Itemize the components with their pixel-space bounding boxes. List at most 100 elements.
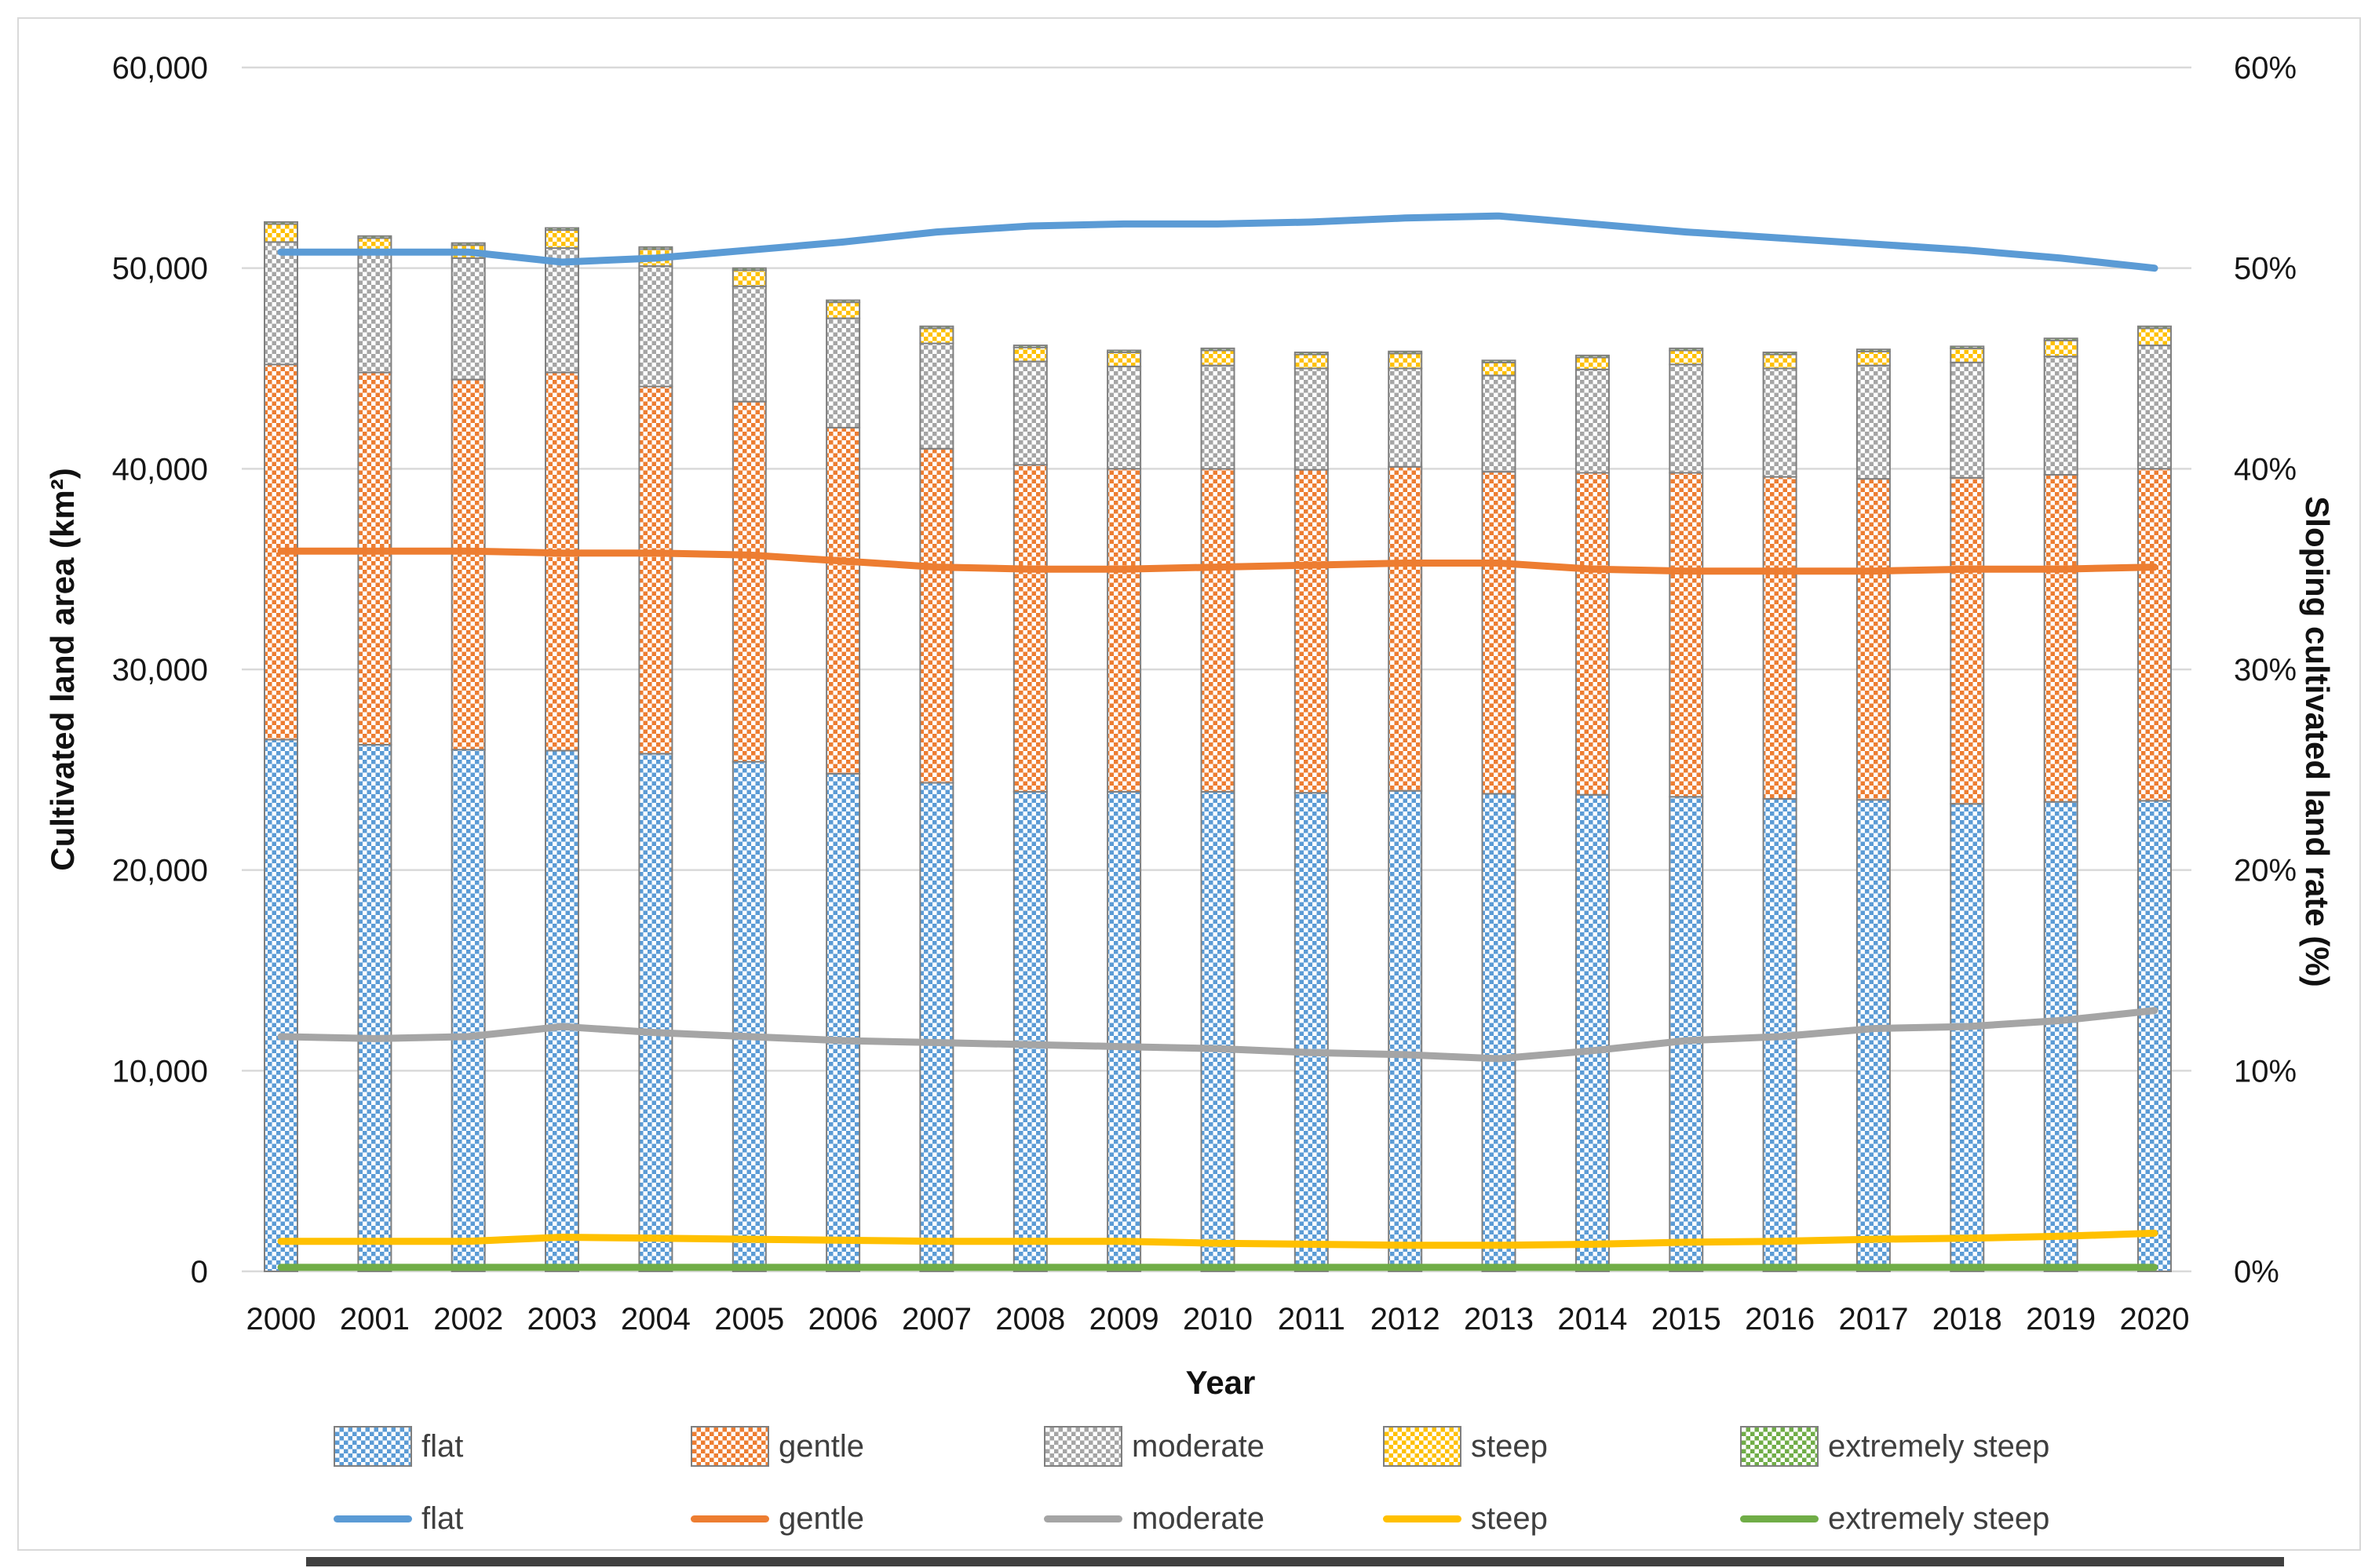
bar-moderate-2007 [919, 342, 954, 450]
legend-bar-item-gentle: gentle [691, 1425, 864, 1468]
x-axis-title: Year [1185, 1364, 1256, 1401]
x-axis-tick: 2002 [433, 1302, 503, 1336]
bar-steep-2012 [1388, 352, 1423, 370]
bar-steep-2009 [1107, 352, 1142, 367]
bar-gentle-2009 [1107, 468, 1142, 793]
bottom-border-strip [306, 1557, 2284, 1566]
x-axis-tick: 2014 [1557, 1302, 1627, 1336]
bar-gentle-2015 [1669, 472, 1704, 798]
bar-gentle-2013 [1481, 471, 1516, 795]
legend-line-swatch-moderate [1044, 1515, 1122, 1522]
x-axis-tick: 2000 [246, 1302, 316, 1336]
bar-steep-2010 [1200, 349, 1235, 366]
legend-label: extremely steep [1828, 1429, 2050, 1464]
bar-moderate-2014 [1574, 368, 1610, 474]
legend-pattern-swatch-steep [1383, 1426, 1461, 1467]
bar-extremely-steep-2019 [2043, 337, 2078, 341]
x-axis-tick: 2016 [1745, 1302, 1815, 1336]
bar-extremely-steep-2017 [1855, 348, 1891, 352]
bar-extremely-steep-2003 [545, 227, 579, 232]
bar-flat-2013 [1481, 793, 1516, 1272]
legend-line-item-extremely-steep: extremely steep [1740, 1497, 2049, 1540]
legend-pattern-swatch-moderate [1044, 1426, 1122, 1467]
bar-flat-2001 [357, 743, 392, 1272]
legend-line-item-gentle: gentle [691, 1497, 864, 1540]
bar-gentle-2001 [357, 371, 392, 746]
bar-gentle-2018 [1950, 476, 1985, 805]
bar-moderate-2015 [1669, 363, 1704, 474]
left-axis-tick: 20,000 [112, 854, 208, 888]
bar-gentle-2016 [1762, 476, 1797, 800]
bar-extremely-steep-2014 [1574, 354, 1610, 359]
bar-gentle-2014 [1574, 472, 1610, 796]
bar-gentle-2019 [2043, 474, 2078, 803]
legend-line-item-moderate: moderate [1044, 1497, 1264, 1540]
bar-moderate-2012 [1388, 367, 1423, 468]
bar-extremely-steep-2016 [1762, 352, 1797, 356]
bar-flat-2000 [264, 738, 298, 1272]
bar-steep-2011 [1293, 353, 1329, 370]
bar-flat-2006 [826, 772, 861, 1272]
legend-label: flat [421, 1429, 464, 1464]
bar-steep-2003 [545, 229, 579, 250]
x-axis-tick: 2008 [995, 1302, 1065, 1336]
x-axis-tick: 2010 [1183, 1302, 1253, 1336]
bar-flat-2003 [545, 749, 579, 1272]
bar-steep-2008 [1013, 346, 1048, 363]
bar-steep-2018 [1950, 347, 1985, 363]
bar-steep-2014 [1574, 356, 1610, 370]
legend-pattern-swatch-gentle [691, 1426, 769, 1467]
x-axis-tick: 2015 [1651, 1302, 1721, 1336]
bar-extremely-steep-2008 [1013, 345, 1048, 348]
legend-label: gentle [779, 1501, 864, 1536]
legend-bar-item-flat: flat [334, 1425, 463, 1468]
bar-moderate-2010 [1200, 364, 1235, 470]
left-axis-tick: 0 [191, 1255, 208, 1289]
legend-bar-item-moderate: moderate [1044, 1425, 1264, 1468]
bar-gentle-2006 [826, 426, 861, 775]
bar-extremely-steep-2011 [1293, 352, 1329, 356]
legend-line-swatch-extremely-steep [1740, 1515, 1819, 1522]
left-axis-tick: 40,000 [112, 452, 208, 487]
bar-flat-2017 [1855, 799, 1891, 1272]
bar-flat-2008 [1013, 791, 1048, 1272]
bar-extremely-steep-2013 [1481, 359, 1516, 363]
bar-moderate-2016 [1762, 367, 1797, 478]
left-axis-tick: 50,000 [112, 252, 208, 286]
right-axis-tick: 40% [2234, 452, 2297, 487]
bar-moderate-2002 [451, 257, 486, 381]
bar-flat-2020 [2137, 800, 2172, 1272]
x-axis-tick: 2011 [1278, 1302, 1345, 1336]
bar-steep-2005 [732, 269, 767, 287]
right-axis-tick: 0% [2234, 1255, 2279, 1289]
right-axis-tick: 60% [2234, 51, 2297, 86]
x-axis-tick: 2012 [1370, 1302, 1440, 1336]
x-axis-tick: 2007 [902, 1302, 972, 1336]
right-axis-tick: 50% [2234, 252, 2297, 286]
bar-gentle-2003 [545, 371, 579, 752]
bar-gentle-2011 [1293, 469, 1329, 794]
x-axis-tick: 2018 [1932, 1302, 2002, 1336]
x-axis-tick: 2020 [2120, 1302, 2190, 1336]
left-axis-tick: 10,000 [112, 1054, 208, 1088]
bar-flat-2012 [1388, 789, 1423, 1272]
left-axis-tick: 30,000 [112, 653, 208, 687]
left-axis-tick: 60,000 [112, 51, 208, 86]
bar-gentle-2004 [638, 385, 673, 755]
x-axis-tick: 2001 [340, 1302, 410, 1336]
right-axis-tick: 20% [2234, 854, 2297, 888]
legend-line-swatch-flat [334, 1515, 412, 1522]
x-axis-tick: 2009 [1089, 1302, 1159, 1336]
bar-flat-2007 [919, 782, 954, 1272]
bar-extremely-steep-2020 [2137, 325, 2172, 330]
x-axis-tick: 2019 [2026, 1302, 2096, 1336]
bar-steep-2007 [919, 327, 954, 345]
bar-extremely-steep-2001 [357, 235, 392, 239]
bar-moderate-2008 [1013, 360, 1048, 466]
x-axis-tick: 2006 [808, 1302, 878, 1336]
line-moderate [277, 1007, 2158, 1063]
legend-bar-item-extremely-steep: extremely steep [1740, 1425, 2049, 1468]
legend-bar-item-steep: steep [1383, 1425, 1548, 1468]
